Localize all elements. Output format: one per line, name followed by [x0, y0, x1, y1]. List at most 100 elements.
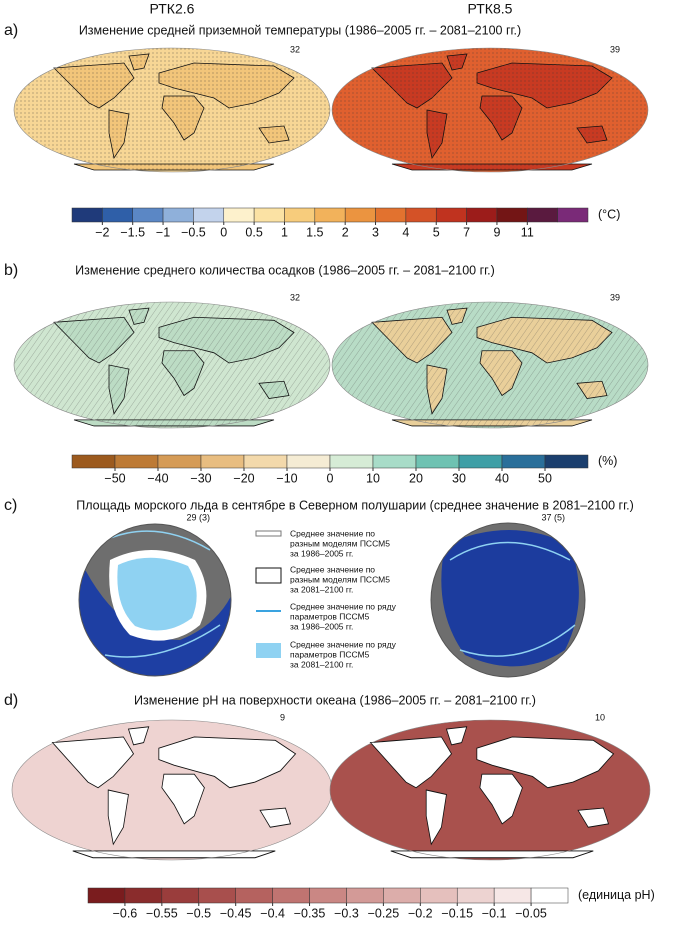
colorbar-segment	[501, 454, 546, 469]
significance-overlay	[14, 48, 330, 172]
significance-overlay	[332, 302, 648, 428]
land	[369, 726, 615, 859]
colorbar-segment	[466, 207, 498, 223]
legend-text: параметров ПССМ5	[290, 611, 370, 621]
legend-text: параметров ПССМ5	[290, 649, 370, 659]
model-count: 9	[280, 712, 285, 722]
continent	[479, 773, 523, 825]
colorbar-label: 1.5	[306, 225, 323, 239]
colorbar-label: 40	[495, 471, 509, 485]
colorbar-label: 0	[220, 225, 227, 239]
legend-text: за 2081–2100 гг.	[290, 659, 353, 669]
model-count: 32	[290, 44, 300, 54]
colorbar-unit: (°C)	[598, 207, 620, 221]
colorbar-unit: (единица pH)	[578, 888, 655, 902]
colorbar-segment	[458, 454, 503, 469]
world-map	[331, 47, 649, 173]
colorbar-segment	[375, 207, 407, 223]
column-header: РТК8.5	[468, 1, 513, 17]
model-count: 39	[610, 44, 620, 54]
colorbar-label: −1	[156, 225, 170, 239]
colorbar-segment	[71, 207, 103, 223]
continent	[577, 807, 610, 828]
continent	[161, 773, 205, 825]
map-outline	[13, 301, 331, 429]
polar-map	[430, 522, 586, 678]
colorbar-label: −0.5	[186, 906, 211, 920]
colorbar-unit: (%)	[598, 454, 617, 468]
world-map	[331, 301, 649, 429]
colorbar-label: −0.4	[260, 906, 285, 920]
map-outline	[329, 719, 651, 861]
colorbar-segment	[286, 454, 331, 469]
colorbar-segment	[544, 454, 589, 469]
colorbar-label: −0.6	[113, 906, 138, 920]
continent	[107, 789, 129, 846]
legend-text: за 1986–2005 гг.	[290, 621, 353, 631]
continent	[445, 726, 468, 746]
colorbar-segment	[200, 454, 245, 469]
model-count: 39	[610, 292, 620, 302]
polar-map	[78, 523, 232, 677]
colorbar-segment	[496, 207, 528, 223]
colorbar-segment	[253, 207, 285, 223]
continent	[476, 736, 615, 789]
colorbar-label: 50	[538, 471, 552, 485]
continent	[369, 736, 453, 789]
colorbar-segment	[87, 887, 126, 904]
panel-title: Площадь морского льда в сентябре в Север…	[76, 498, 634, 512]
colorbar-label: 10	[366, 471, 380, 485]
colorbar-segment	[193, 207, 225, 223]
world-map	[13, 301, 331, 429]
colorbar-segment	[272, 887, 310, 904]
colorbar-segment	[223, 207, 255, 223]
legend-text: Среднее значение по ряду	[290, 639, 397, 649]
legend-text: за 1986–2005 гг.	[290, 548, 353, 558]
colorbar-label: −0.25	[368, 906, 400, 920]
colorbar-segment	[493, 887, 532, 904]
continent	[158, 736, 297, 789]
colorbar-label: −0.55	[146, 906, 178, 920]
colorbar-label: 2	[342, 225, 349, 239]
colorbar-label: −0.1	[482, 906, 507, 920]
continent	[259, 807, 292, 828]
continent	[390, 850, 594, 859]
panel-title: Изменение pH на поверхности океана (1986…	[134, 693, 536, 707]
colorbar-label: −0.2	[408, 906, 433, 920]
continent	[72, 850, 276, 859]
panel-title: Изменение среднего количества осадков (1…	[75, 263, 495, 277]
colorbar-label: −30	[190, 471, 211, 485]
colorbar-label: 1	[281, 225, 288, 239]
colorbar-label: −2	[95, 225, 109, 239]
colorbar-label: 0.5	[245, 225, 262, 239]
map-outline	[331, 47, 649, 173]
legend-text: разным моделям ПССМ5	[290, 574, 390, 584]
colorbar-segment	[456, 887, 495, 904]
legend-text: Среднее значение по	[290, 528, 375, 538]
colorbar-segment	[124, 887, 163, 904]
legend-text: разным моделям ПССМ5	[290, 538, 390, 548]
colorbar-segment	[114, 454, 159, 469]
colorbar-segment	[415, 454, 460, 469]
panel-title: Изменение средней приземной температуры …	[79, 23, 521, 37]
colorbar-segment	[161, 887, 200, 904]
continent	[127, 726, 150, 746]
continent	[51, 736, 135, 789]
colorbar-segment	[314, 207, 346, 223]
colorbar-label: −0.35	[294, 906, 326, 920]
colorbar-segment	[405, 207, 437, 223]
panel-label: b)	[4, 262, 18, 279]
colorbar-segment	[372, 454, 417, 469]
colorbar-segment	[235, 887, 273, 904]
colorbar-label: −20	[233, 471, 254, 485]
map-outline	[13, 47, 331, 173]
colorbar-label: 11	[521, 225, 534, 239]
colorbar-label: −0.3	[334, 906, 359, 920]
colorbar-segment	[71, 454, 116, 469]
column-header: РТК2.6	[150, 1, 195, 17]
map-outline	[331, 301, 649, 429]
colorbar-label: 9	[493, 225, 500, 239]
legend-text: Среднее значение по ряду	[290, 601, 397, 611]
colorbar-segment	[157, 454, 202, 469]
